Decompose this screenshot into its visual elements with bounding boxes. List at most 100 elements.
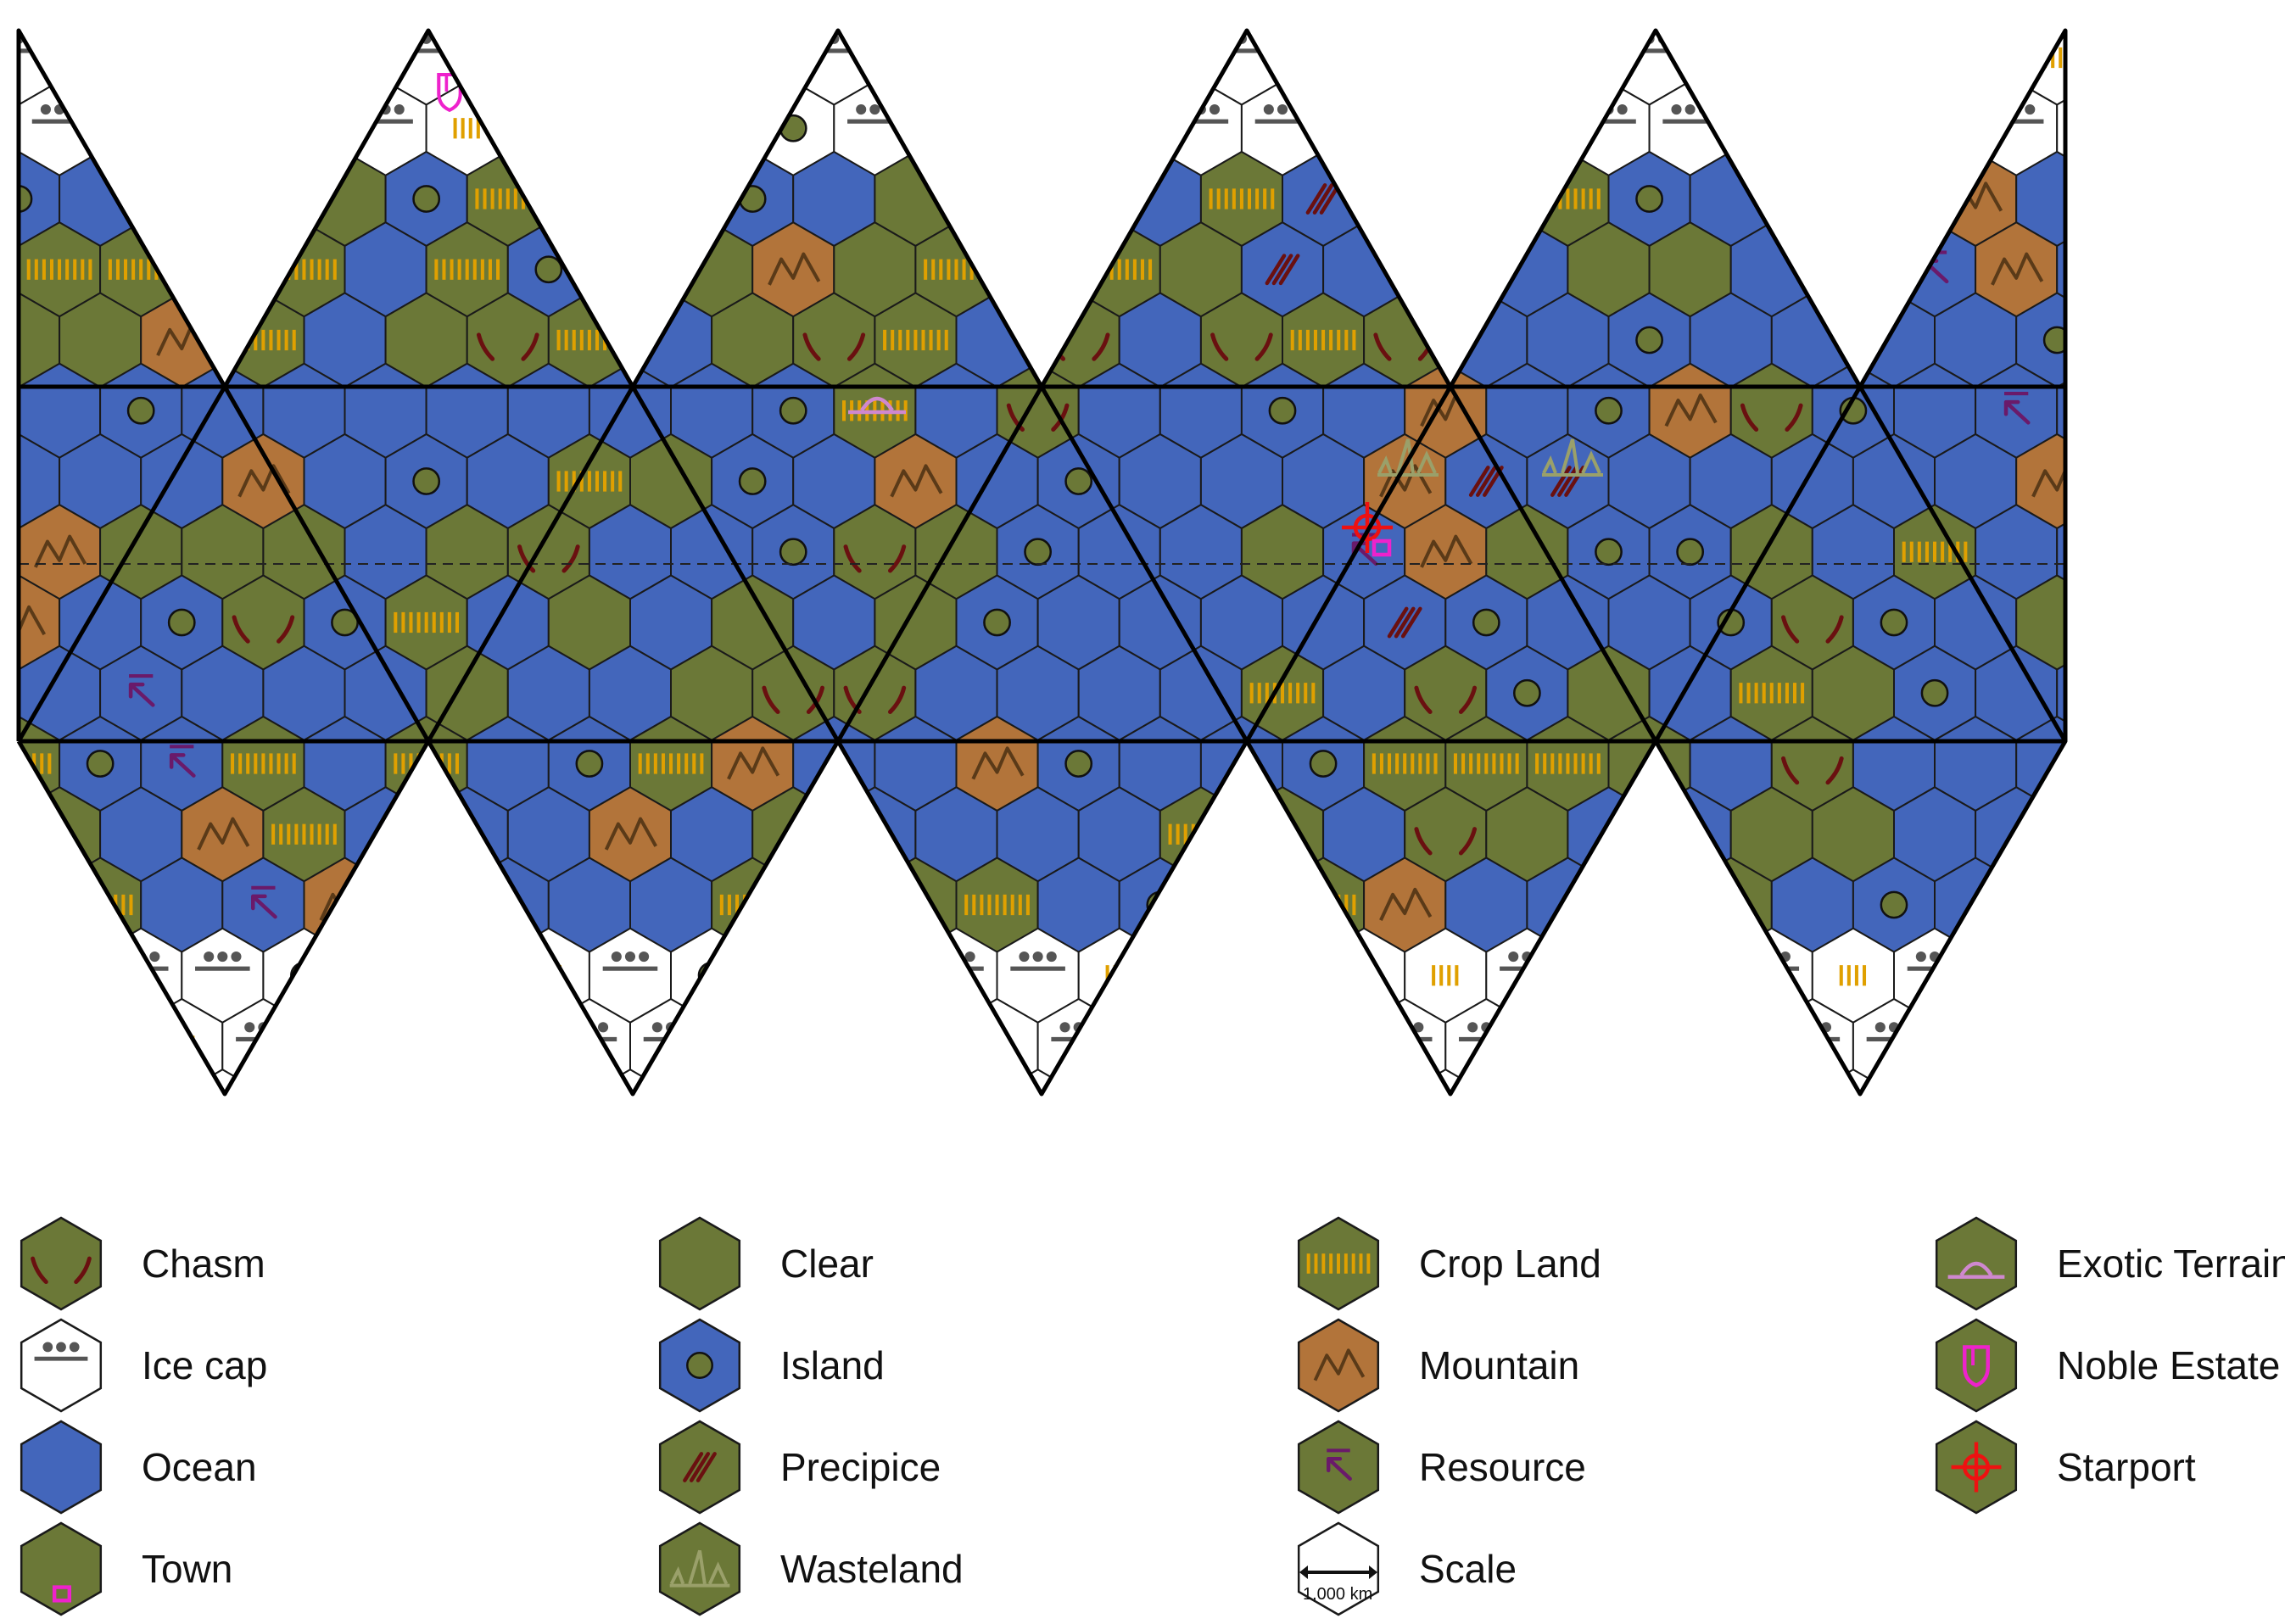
map-hex [425,221,509,318]
map-hex [59,997,142,1094]
map-hex [2056,221,2065,318]
map-hex [2138,222,2220,316]
map-hex [2056,362,2065,459]
map-hex [1036,31,1120,106]
legend-label: Exotic Terrain [2057,1242,2285,1286]
map-hex [19,1069,102,1094]
map-hex [2056,645,2065,741]
legend-label: Island [780,1343,885,1387]
map-hex [1811,80,1895,176]
resource-icon [1297,1420,1380,1515]
map-hex [1404,927,1488,1024]
map-hex [547,31,631,106]
hex-grid [19,11,2220,1102]
scale-icon: 1,000 km [1297,1521,1380,1616]
map-hex [425,927,509,1024]
map-hex [2098,11,2179,105]
noble-estate-marker [437,72,462,113]
map-hex [344,927,427,1024]
map-hex [2015,997,2065,1094]
map-hex [1282,292,1366,388]
map-hex [99,1069,183,1094]
map-hex [19,362,20,459]
map-hex [384,857,468,953]
map-hex [1852,150,1936,248]
map-hex [1607,997,1691,1094]
map-hex [2056,786,2065,883]
map-hex [140,31,224,106]
map-hex [2056,504,2065,600]
map-hex [1199,857,1283,953]
map-hex [711,997,795,1094]
map-hex [751,1069,835,1094]
map-hex [1975,1069,2059,1094]
map-hex [1282,31,1366,106]
map-hex [1322,1069,1406,1094]
legend-label: Resource [1419,1445,1586,1489]
map-hex [1444,150,1528,248]
map-hex [19,80,20,176]
town-marker [1372,539,1392,557]
map-hex [425,1069,509,1094]
map-hex [711,31,795,106]
starport-icon [1935,1420,2018,1515]
map-hex [1118,997,1202,1094]
map-hex [1770,31,1854,106]
map-hex [2138,505,2220,599]
map-hex [2138,81,2220,176]
wasteland-icon [658,1521,741,1616]
map-hex [1648,1069,1732,1094]
exotic-terrain-icon [1935,1216,2018,1311]
map-hex [506,1069,590,1094]
map-hex [2098,717,2179,811]
map-hex [466,997,550,1094]
map-hex [181,80,265,176]
map-hex [1893,80,1977,176]
legend-label: Chasm [142,1242,265,1286]
map-hex [1444,31,1528,106]
map-hex [1934,997,2018,1094]
map-hex [2138,1069,2220,1102]
map-hex [1729,80,1813,176]
map-hex [19,927,20,1024]
map-hex [874,997,958,1094]
map-hex [2098,858,2179,952]
map-hex [262,80,346,176]
world-map [16,11,2220,1102]
map-hex [2098,434,2179,528]
map-hex [140,150,224,248]
map-hex [262,1069,346,1094]
map-hex [1240,927,1325,1024]
map-hex [1893,1069,1977,1094]
legend-item-starport: Starport [1935,1420,2196,1515]
map-hex [955,150,1039,248]
legend-label: Ice cap [142,1343,267,1387]
map-hex [506,80,590,176]
map-hex [2056,927,2065,1024]
map-hex [59,31,142,106]
map-hex [2138,646,2220,740]
map-hex [2056,1069,2065,1094]
map-hex [303,997,387,1094]
map-hex [1404,221,1488,318]
map-hex [19,857,61,953]
map-hex [588,221,672,318]
map-hex [2098,999,2179,1093]
legend-label: Starport [2057,1445,2196,1489]
legend-item-clear: Clear [658,1216,874,1311]
map-hex [303,31,387,106]
map-hex [833,1069,917,1094]
map-hex [1689,997,1773,1094]
ice-cap-icon [20,1318,103,1413]
map-hex [1404,80,1488,176]
legend-item-chasm: Chasm [20,1216,265,1311]
map-hex [1240,1069,1325,1094]
map-hex [2015,857,2065,953]
legend-label: Town [142,1547,232,1591]
legend-label: Noble Estate [2057,1343,2280,1387]
map-hex [751,927,835,1024]
map-hex [1648,927,1732,1024]
map-hex [1934,31,2018,106]
map-hex [996,80,1080,176]
map-hex [1485,80,1569,176]
